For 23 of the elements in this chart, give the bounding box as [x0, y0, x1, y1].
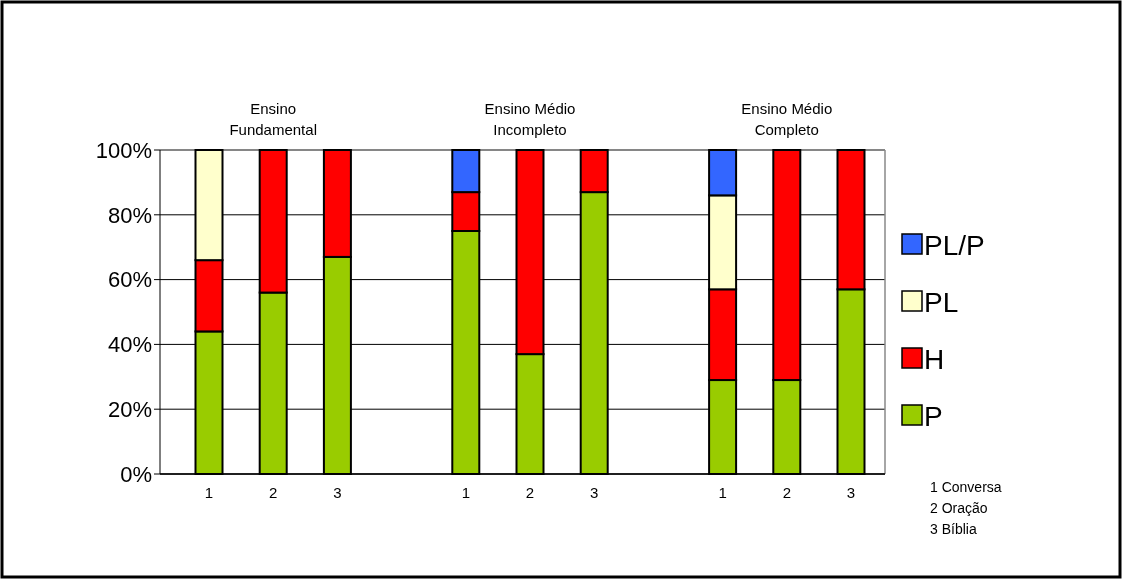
x-tick-label: 2: [782, 484, 791, 501]
x-tick-label: 3: [846, 484, 856, 501]
x-tick-label: 1: [718, 484, 727, 501]
y-tick-label: 100%: [95, 137, 152, 163]
legend-label: P: [924, 400, 943, 432]
legend-label: PL/P: [924, 229, 985, 261]
legend-label: PL: [924, 286, 959, 318]
x-tick-label: 2: [525, 484, 535, 501]
legend-label: H: [924, 343, 945, 375]
x-tick-label: 1: [204, 484, 214, 501]
text: Ensino Fundamental: [229, 100, 317, 138]
text: Ensino Médio Incompleto: [484, 100, 576, 138]
x-tick-label: 1: [461, 484, 470, 501]
text: 1 Conversa 2 Oração 3 Bíblia: [930, 479, 1002, 537]
x-tick-label: 2: [269, 484, 278, 501]
y-tick-label: 60%: [107, 267, 152, 293]
y-tick-label: 80%: [107, 202, 152, 228]
y-tick-label: 40%: [107, 332, 152, 358]
x-tick-label: 3: [333, 484, 342, 501]
x-tick-label: 3: [590, 484, 599, 501]
text: Ensino Médio Completo: [741, 100, 833, 138]
y-tick-label: 20%: [107, 396, 152, 422]
y-tick-label: 0%: [120, 461, 152, 487]
